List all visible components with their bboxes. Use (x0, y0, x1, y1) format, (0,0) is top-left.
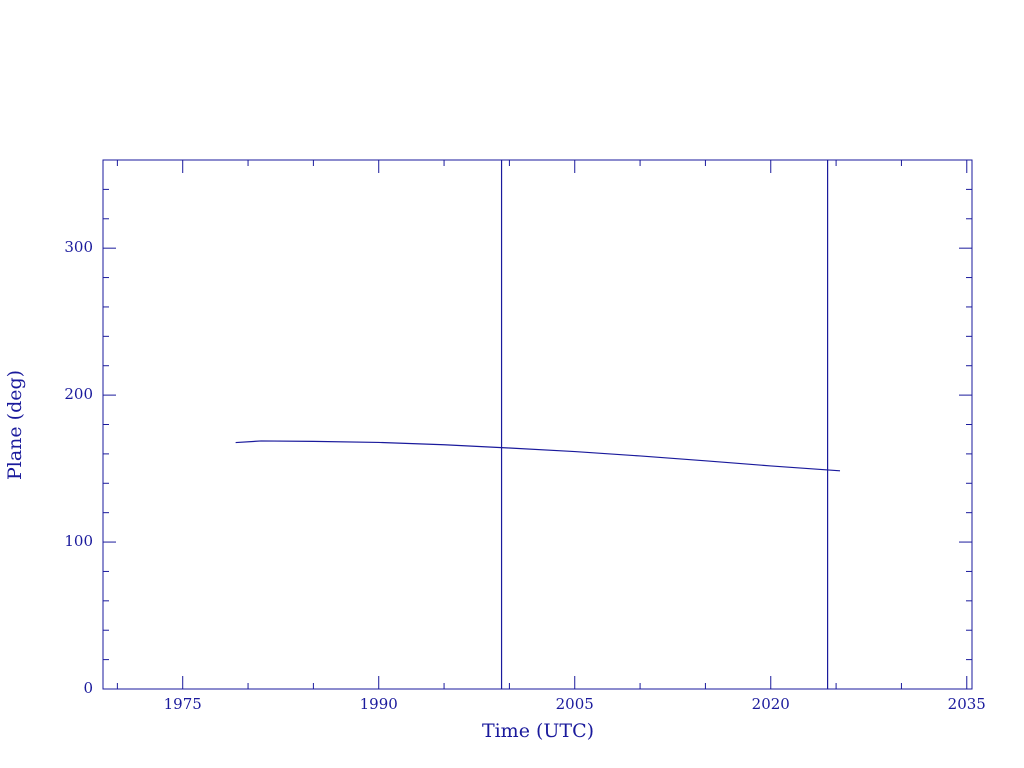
x-axis-label: Time (UTC) (482, 720, 594, 742)
y-tick-label: 300 (64, 238, 93, 256)
x-tick-label: 1990 (360, 695, 398, 713)
y-tick-label: 0 (83, 679, 93, 697)
x-tick-label: 2020 (752, 695, 790, 713)
y-tick-label: 100 (64, 532, 93, 550)
y-axis-label: Plane (deg) (4, 370, 26, 480)
x-tick-label: 1975 (164, 695, 202, 713)
y-tick-label: 200 (64, 385, 93, 403)
plot-frame (102, 159, 973, 690)
data-line (235, 440, 841, 472)
x-tick-label: 2005 (556, 695, 594, 713)
x-tick-label: 2035 (948, 695, 986, 713)
